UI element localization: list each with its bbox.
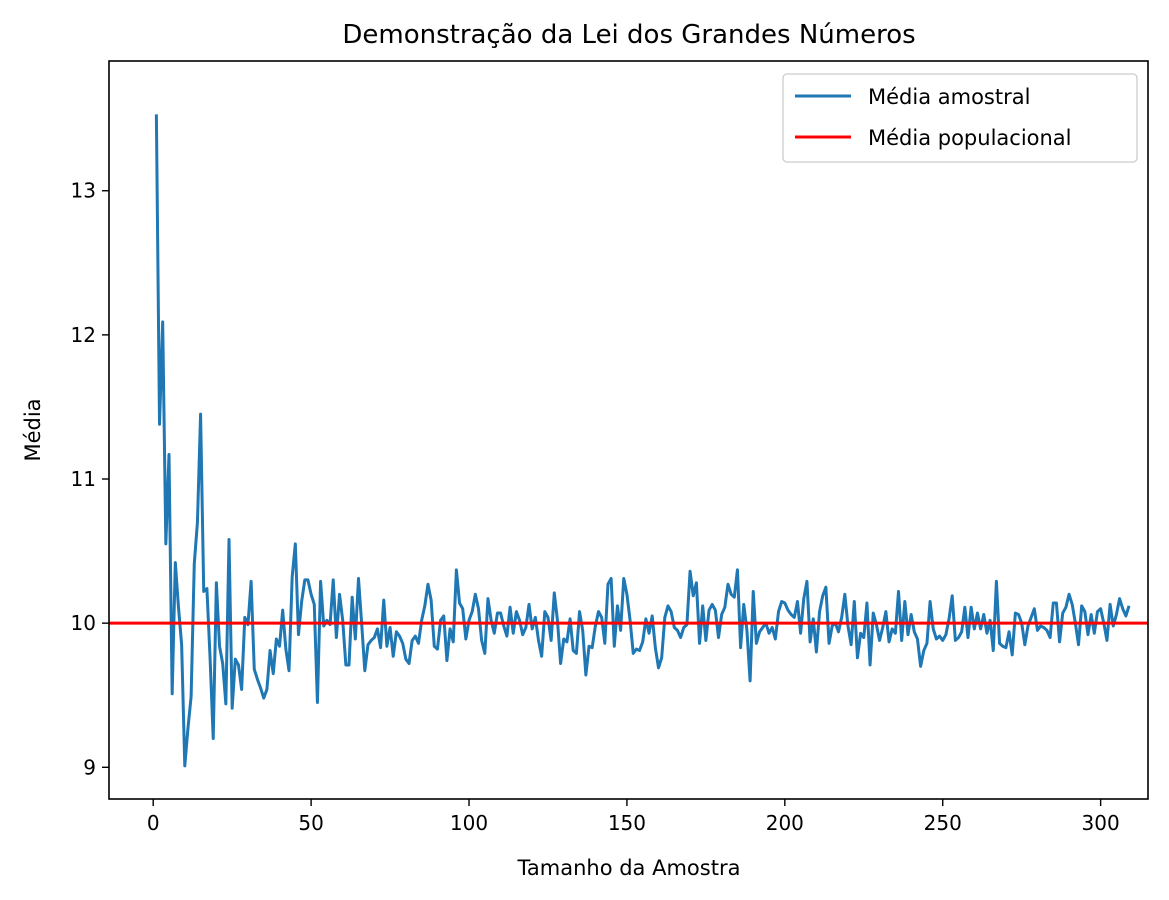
y-tick-label: 11: [71, 467, 96, 491]
x-tick-label: 50: [298, 811, 323, 835]
legend-box: [782, 73, 1138, 163]
y-axis-label: Média: [21, 398, 45, 461]
plot-frame: [108, 60, 1149, 800]
legend-label-population-mean: Média populacional: [868, 126, 1072, 150]
x-tick-label: 150: [608, 811, 646, 835]
chart-title: Demonstração da Lei dos Grandes Números: [342, 20, 915, 50]
y-tick-label: 9: [83, 755, 96, 779]
y-tick-label: 13: [71, 179, 96, 203]
x-tick-label: 0: [147, 811, 160, 835]
x-tick-label: 250: [924, 811, 962, 835]
y-tick-label: 10: [71, 611, 96, 635]
x-tick-label: 100: [450, 811, 488, 835]
x-tick-label: 200: [766, 811, 804, 835]
x-axis-label: Tamanho da Amostra: [517, 856, 741, 880]
legend: Média amostral Média populacional: [782, 73, 1138, 163]
ticks-layer: 0 50 100 150 200 250 300 9 10 11 12 13: [71, 179, 1120, 835]
legend-label-sample-mean: Média amostral: [868, 85, 1030, 109]
x-tick-label: 300: [1082, 811, 1120, 835]
series-line-sample-mean: [154, 114, 1131, 768]
y-tick-label: 12: [71, 323, 96, 347]
lines-layer: [109, 114, 1148, 768]
